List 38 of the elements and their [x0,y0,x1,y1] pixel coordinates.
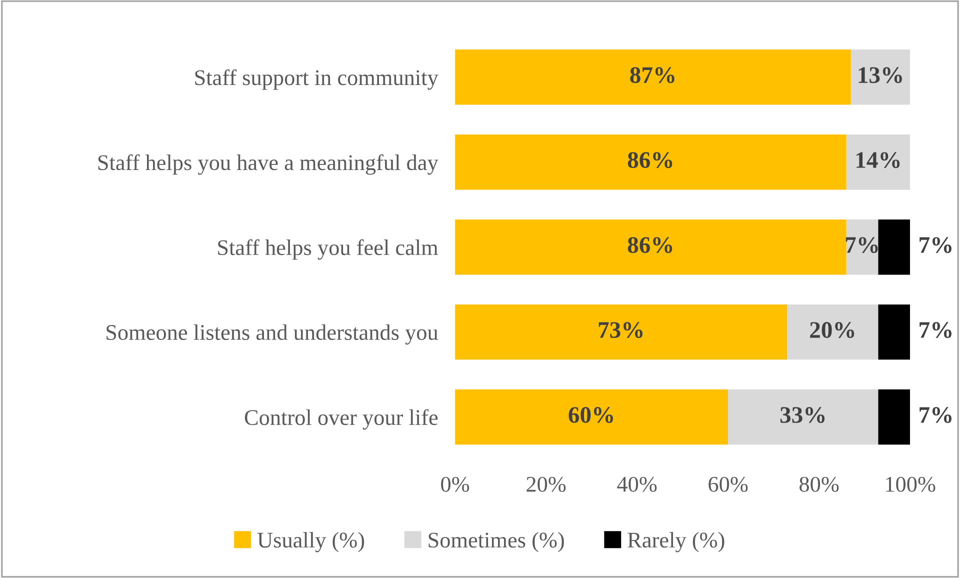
x-tick-label: 40% [617,476,657,492]
bar [878,304,910,360]
bar [846,134,910,190]
x-tick-label: 0% [441,476,470,492]
data-label: 60% [568,407,613,424]
x-tick-label: 100% [886,476,936,492]
bar [455,389,728,445]
x-tick-label: 80% [800,476,839,492]
data-label: 86% [628,152,672,168]
data-label: 13% [858,67,902,84]
data-label: 73% [598,322,643,338]
x-tick-label: 60% [708,476,748,492]
data-label: 20% [810,322,854,338]
bar [455,219,846,275]
data-label: 86% [628,237,672,254]
legend-label: Usually (%) [257,532,364,552]
data-label: 7% [920,322,952,338]
bar [728,389,878,445]
bar [787,304,878,360]
bar [455,134,846,190]
y-tick-label: Staff helps you feel calm [218,239,438,260]
bar [878,389,910,445]
legend-label: Rarely (%) [628,532,724,552]
data-label: 7% [920,237,952,254]
bar [878,219,910,275]
legend-label: Sometimes (%) [428,532,564,552]
data-label: 33% [780,407,825,424]
bar [455,50,851,105]
x-tick-label: 20% [526,476,566,492]
data-label: 7% [920,407,952,424]
bar [850,50,910,105]
y-tick-label: Staff helps you have a meaningful day [98,154,438,175]
y-tick-label: Staff support in community [195,69,438,90]
data-label: 87% [630,67,674,84]
bar [455,304,788,360]
y-tick-label: Someone listens and understands you [106,324,438,345]
data-label: 14% [856,152,900,168]
y-tick-label: Control over your life [244,409,438,430]
